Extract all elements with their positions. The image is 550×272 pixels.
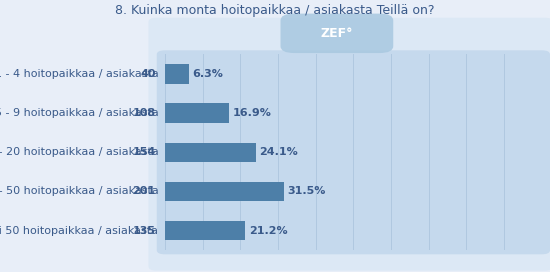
Text: 6.3%: 6.3% — [192, 69, 223, 79]
Text: 201: 201 — [133, 187, 156, 196]
Text: 1 - 4 hoitopaikkaa / asiakasta: 1 - 4 hoitopaikkaa / asiakasta — [0, 69, 158, 79]
Text: 154: 154 — [133, 147, 156, 157]
Text: 10 - 20 hoitopaikkaa / asiakasta: 10 - 20 hoitopaikkaa / asiakasta — [0, 147, 158, 157]
Text: 135: 135 — [133, 226, 156, 236]
Bar — [165, 64, 189, 84]
Text: 31.5%: 31.5% — [288, 187, 326, 196]
Bar — [165, 103, 229, 123]
Text: yli 50 hoitopaikkaa / asiakasta: yli 50 hoitopaikkaa / asiakasta — [0, 226, 158, 236]
FancyBboxPatch shape — [157, 50, 550, 254]
Bar — [165, 221, 245, 240]
Text: 21 - 50 hoitopaikkaa / asiakasta: 21 - 50 hoitopaikkaa / asiakasta — [0, 187, 158, 196]
Text: 24.1%: 24.1% — [260, 147, 298, 157]
FancyBboxPatch shape — [280, 14, 393, 53]
Text: 16.9%: 16.9% — [233, 108, 271, 118]
Text: 8. Kuinka monta hoitopaikkaa / asiakasta Teillä on?: 8. Kuinka monta hoitopaikkaa / asiakasta… — [116, 4, 435, 17]
Text: 21.2%: 21.2% — [249, 226, 287, 236]
Bar — [165, 182, 284, 201]
Bar — [165, 143, 256, 162]
FancyBboxPatch shape — [148, 18, 550, 271]
Text: 5 - 9 hoitopaikkaa / asiakasta: 5 - 9 hoitopaikkaa / asiakasta — [0, 108, 158, 118]
Text: 108: 108 — [133, 108, 156, 118]
Text: 40: 40 — [140, 69, 156, 79]
Text: ZEF°: ZEF° — [321, 27, 354, 40]
